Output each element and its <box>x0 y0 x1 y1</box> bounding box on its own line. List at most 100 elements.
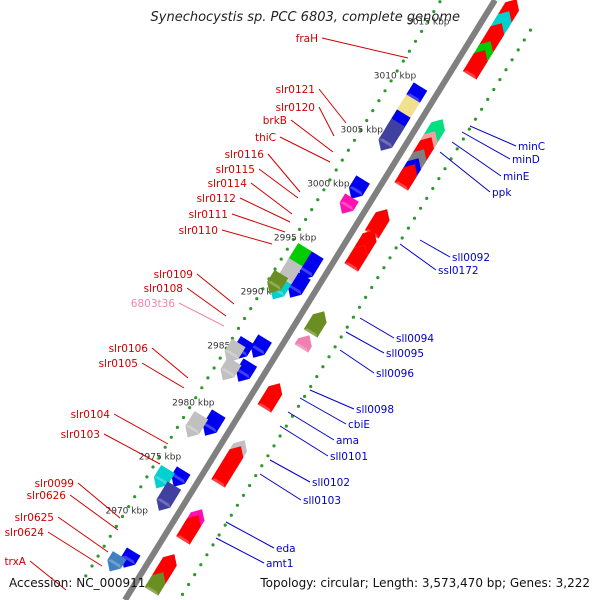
forward-gene-label: slr0106 <box>109 343 149 355</box>
track-dot <box>278 434 282 438</box>
topology-text: Topology: circular; Length: 3,573,470 bp… <box>260 576 590 590</box>
track-dot <box>279 257 283 261</box>
track-dot <box>359 128 363 132</box>
reverse-gene <box>348 175 370 199</box>
track-dot <box>108 534 112 538</box>
forward-gene-label: slr0110 <box>179 225 218 237</box>
gene-highlight <box>294 343 309 353</box>
reverse-gene <box>224 338 246 363</box>
label-leader-line <box>77 482 121 519</box>
gene-highlight <box>121 555 135 565</box>
label-leader-line <box>439 151 491 193</box>
track-dot <box>127 505 131 509</box>
track-dot <box>328 178 332 182</box>
track-dot <box>236 326 241 330</box>
track-dot <box>425 196 429 200</box>
reverse-gene-label: ama <box>336 435 359 447</box>
label-leader-line <box>309 389 355 410</box>
track-dot <box>309 384 313 389</box>
track-dot <box>432 10 436 14</box>
track-dot <box>407 49 411 53</box>
track-dot <box>345 325 349 329</box>
reverse-gene-label: minC <box>518 141 545 153</box>
gene-highlight <box>267 281 281 291</box>
gene-highlight <box>339 201 354 211</box>
track-dot <box>473 117 478 121</box>
label-leader-line <box>221 229 273 245</box>
gene-highlight <box>378 138 393 148</box>
track-dot <box>181 415 186 420</box>
gene-highlight <box>107 559 121 569</box>
track-dot <box>394 246 398 250</box>
label-leader-line <box>318 88 347 124</box>
label-leader-line <box>47 531 103 567</box>
label-leader-line <box>186 287 227 317</box>
gene-highlight <box>257 403 272 413</box>
scale-tick-label: 3000 kbp <box>307 180 350 190</box>
strand-dot-tracks <box>84 0 533 597</box>
track-dot <box>322 188 326 192</box>
track-dot <box>461 137 465 141</box>
forward-gene <box>176 515 201 545</box>
label-leader-line <box>269 459 311 483</box>
track-dot <box>504 68 508 72</box>
track-dot <box>467 127 471 131</box>
forward-gene-label: slr0103 <box>61 429 100 441</box>
gene-highlight <box>224 350 239 360</box>
gene-highlight <box>462 70 477 80</box>
scale-tick-label: 3005 kbp <box>341 126 384 136</box>
track-dot <box>420 29 424 33</box>
track-dot <box>272 444 276 448</box>
track-dot <box>199 563 203 567</box>
track-dot <box>273 267 277 271</box>
gene-highlight <box>344 262 358 272</box>
label-leader-line <box>178 302 225 327</box>
track-dot <box>241 493 246 497</box>
track-dot <box>327 355 331 359</box>
gene-highlight <box>303 328 318 338</box>
track-dot <box>401 59 405 63</box>
gene-highlight <box>220 368 235 378</box>
reverse-gene-label: sll0092 <box>452 252 490 264</box>
track-dot <box>364 295 368 299</box>
track-dot <box>145 475 149 479</box>
label-leader-line <box>225 521 275 549</box>
reverse-gene <box>267 269 289 294</box>
label-leader-line <box>267 153 301 193</box>
forward-gene <box>257 383 283 413</box>
label-leader-line <box>451 141 502 177</box>
track-dot <box>304 217 308 222</box>
track-dot <box>370 285 374 290</box>
track-dot <box>249 307 253 311</box>
track-dot <box>412 216 417 220</box>
gene-highlight <box>153 476 168 486</box>
track-dot <box>296 404 301 408</box>
reverse-gene-label: sll0095 <box>386 348 424 360</box>
reverse-gene-label: sll0096 <box>376 368 414 380</box>
reverse-gene-label: ssl0172 <box>438 265 479 277</box>
label-leader-line <box>461 131 511 160</box>
track-dot <box>334 168 338 172</box>
track-dot <box>480 107 484 111</box>
label-leader-line <box>339 349 375 374</box>
reverse-gene <box>156 481 182 511</box>
track-dot <box>419 206 423 210</box>
gene-highlight <box>287 285 302 295</box>
reverse-gene <box>153 465 175 489</box>
track-dot <box>248 483 252 488</box>
forward-gene-label: slr0121 <box>276 84 315 96</box>
track-dot <box>187 582 191 587</box>
forward-gene-label: slr0112 <box>197 193 236 205</box>
track-dot <box>486 97 490 101</box>
forward-gene-label: slr0111 <box>189 209 228 221</box>
accession-text: Accession: NC_000911 <box>9 576 146 590</box>
gene-highlight <box>394 181 408 191</box>
track-dot <box>180 592 185 597</box>
forward-gene-label: slr0116 <box>225 149 265 161</box>
track-dot <box>266 454 270 458</box>
gene-highlight <box>299 267 313 277</box>
reverse-gene <box>107 551 127 572</box>
track-dot <box>175 425 179 429</box>
reverse-gene <box>236 358 258 382</box>
